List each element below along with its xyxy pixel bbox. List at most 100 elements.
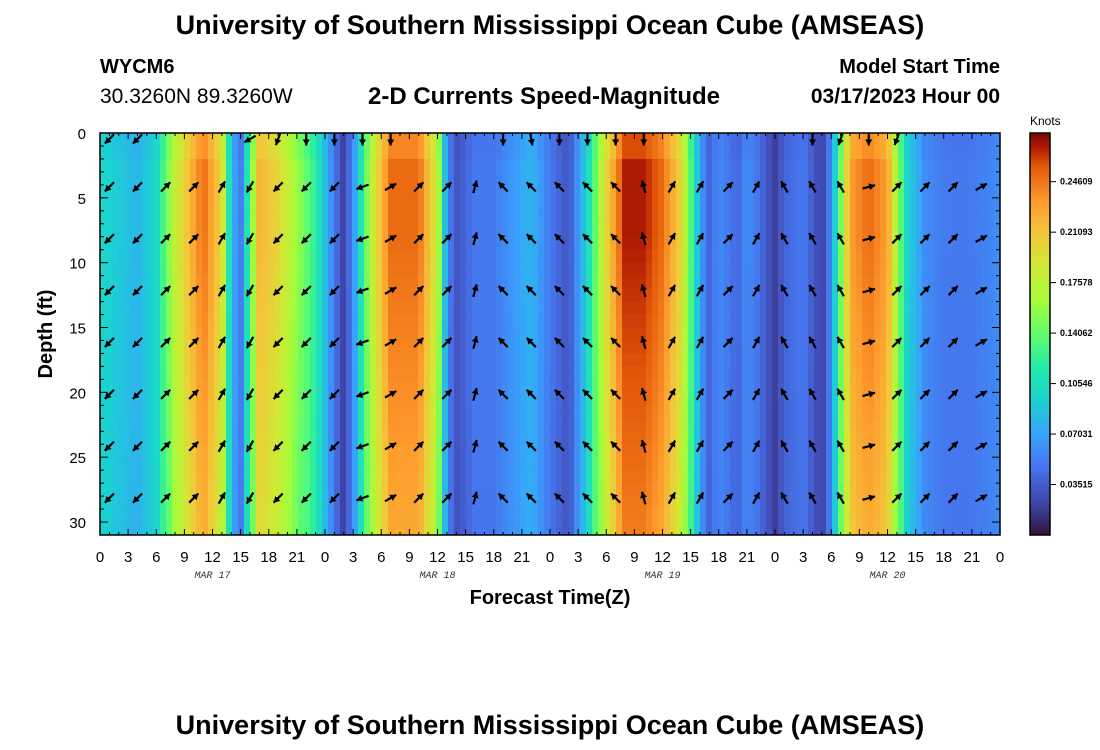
- heatmap-cell: [268, 262, 275, 277]
- heatmap-cell: [406, 210, 413, 225]
- heatmap-cell: [556, 522, 563, 535]
- heatmap-cell: [652, 483, 659, 497]
- heatmap-cell: [436, 236, 443, 251]
- heatmap-cell: [976, 405, 983, 419]
- heatmap-cell: [472, 210, 479, 225]
- heatmap-cell: [298, 184, 305, 199]
- heatmap-cell: [970, 223, 977, 238]
- heatmap-cell: [508, 327, 515, 342]
- heatmap-cell: [490, 145, 497, 160]
- heatmap-cell: [376, 249, 383, 264]
- current-arrow: [132, 181, 143, 193]
- heatmap-cell: [292, 133, 299, 147]
- heatmap-cell: [808, 418, 815, 432]
- heatmap-cell: [406, 327, 413, 342]
- heatmap-cell: [220, 301, 227, 316]
- heatmap-cell: [634, 171, 641, 186]
- heatmap-cell: [148, 392, 155, 406]
- heatmap-cell: [352, 210, 359, 225]
- heatmap-cell: [166, 418, 173, 432]
- heatmap-cell: [556, 301, 563, 316]
- heatmap-cell: [184, 288, 191, 303]
- heatmap-cell: [346, 457, 353, 471]
- heatmap-cell: [718, 210, 725, 225]
- heatmap-cell: [574, 379, 581, 393]
- heatmap-cell: [880, 249, 887, 264]
- heatmap-cell: [928, 509, 935, 523]
- heatmap-cell: [304, 158, 311, 173]
- heatmap-cell: [574, 392, 581, 406]
- heatmap-cell: [196, 392, 203, 406]
- heatmap-cell: [166, 496, 173, 510]
- heatmap-cell: [484, 418, 491, 432]
- heatmap-cell: [700, 340, 707, 355]
- heatmap-cell: [808, 353, 815, 368]
- heatmap-cell: [334, 366, 341, 380]
- heatmap-cell: [256, 223, 263, 238]
- heatmap-cell: [964, 314, 971, 329]
- heatmap-cell: [112, 145, 119, 160]
- heatmap-cell: [676, 418, 683, 432]
- current-arrow: [413, 440, 425, 452]
- heatmap-cell: [514, 431, 521, 445]
- current-arrow: [891, 388, 903, 400]
- heatmap-cell: [562, 301, 569, 316]
- current-arrow: [329, 337, 340, 348]
- heatmap-cell: [538, 431, 545, 445]
- heatmap-cell: [880, 353, 887, 368]
- heatmap-cell: [148, 171, 155, 186]
- heatmap-cell: [874, 223, 881, 238]
- heatmap-cell: [244, 171, 251, 186]
- heatmap-cell: [940, 223, 947, 238]
- heatmap-cell: [124, 379, 131, 393]
- heatmap-cell: [472, 444, 479, 458]
- current-arrow: [413, 337, 425, 348]
- heatmap-cell: [442, 392, 449, 406]
- heatmap-cell: [622, 210, 629, 225]
- heatmap-cell: [598, 470, 605, 484]
- heatmap-cell: [946, 275, 953, 290]
- heatmap-cell: [742, 509, 749, 523]
- heatmap-cell: [946, 327, 953, 342]
- current-arrow: [722, 388, 734, 400]
- heatmap-cell: [412, 249, 419, 264]
- heatmap-cell: [484, 275, 491, 290]
- heatmap-cell: [610, 457, 617, 471]
- heatmap-cell: [550, 171, 557, 186]
- heatmap-cell: [790, 431, 797, 445]
- heatmap-cell: [898, 249, 905, 264]
- heatmap-cell: [550, 431, 557, 445]
- heatmap-cell: [268, 366, 275, 380]
- heatmap-cell: [100, 249, 107, 264]
- heatmap-cell: [454, 275, 461, 290]
- heatmap-cell: [958, 509, 965, 523]
- heatmap-cell: [586, 522, 593, 535]
- heatmap-cell: [520, 496, 527, 510]
- current-arrow: [582, 285, 593, 296]
- heatmap-cell: [532, 197, 539, 212]
- heatmap-cell: [472, 470, 479, 484]
- heatmap-cell: [502, 366, 509, 380]
- heatmap-cell: [682, 262, 689, 277]
- heatmap-cell: [364, 223, 371, 238]
- heatmap-cell: [922, 457, 929, 471]
- heatmap-cell: [328, 340, 335, 355]
- heatmap-cell: [922, 444, 929, 458]
- heatmap-cell: [376, 327, 383, 342]
- heatmap-cell: [850, 223, 857, 238]
- heatmap-cell: [508, 262, 515, 277]
- heatmap-cell: [808, 275, 815, 290]
- heatmap-cell: [874, 236, 881, 251]
- heatmap-cell: [406, 223, 413, 238]
- heatmap-cell: [502, 522, 509, 535]
- heatmap-cell: [202, 133, 209, 147]
- heatmap-cell: [784, 366, 791, 380]
- heatmap-cell: [946, 379, 953, 393]
- heatmap-cell: [472, 158, 479, 173]
- heatmap-cell: [292, 275, 299, 290]
- heatmap-cell: [280, 301, 287, 316]
- heatmap-cell: [334, 197, 341, 212]
- heatmap-cell: [508, 249, 515, 264]
- heatmap-cell: [202, 197, 209, 212]
- heatmap-cell: [502, 262, 509, 277]
